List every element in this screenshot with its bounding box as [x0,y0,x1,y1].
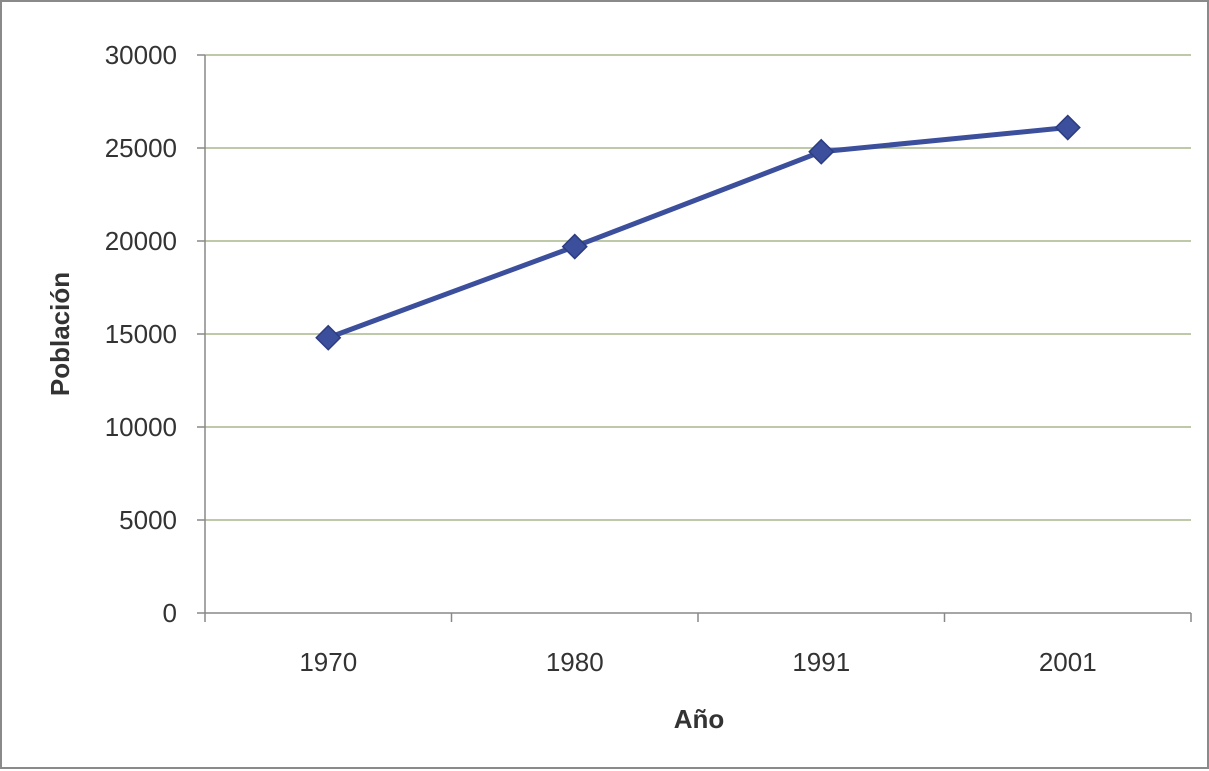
x-tick-label: 1980 [546,647,604,677]
data-point-diamond [315,324,342,351]
data-point-diamond [561,233,588,260]
data-point-diamond [808,138,835,165]
x-tick-label: 2001 [1039,647,1097,677]
x-tick-labels: 1970 1980 1991 2001 [299,647,1096,677]
x-tick-label: 1991 [792,647,850,677]
x-tick-label: 1970 [299,647,357,677]
x-axis-title: Año [674,704,725,734]
data-point-diamond [1054,114,1081,141]
series-line [327,125,1068,341]
y-tick-label: 10000 [105,412,177,442]
y-axis-title: Población [45,272,75,396]
y-tick-labels: 0 5000 10000 15000 20000 25000 30000 [105,40,177,628]
gridlines [205,54,1191,521]
y-tick-label: 30000 [105,40,177,70]
y-tick-label: 25000 [105,133,177,163]
y-tick-label: 5000 [119,505,177,535]
y-tick-label: 20000 [105,226,177,256]
y-tick-label: 15000 [105,319,177,349]
series [315,114,1081,351]
y-tick-label: 0 [163,598,177,628]
axes [197,54,1192,622]
